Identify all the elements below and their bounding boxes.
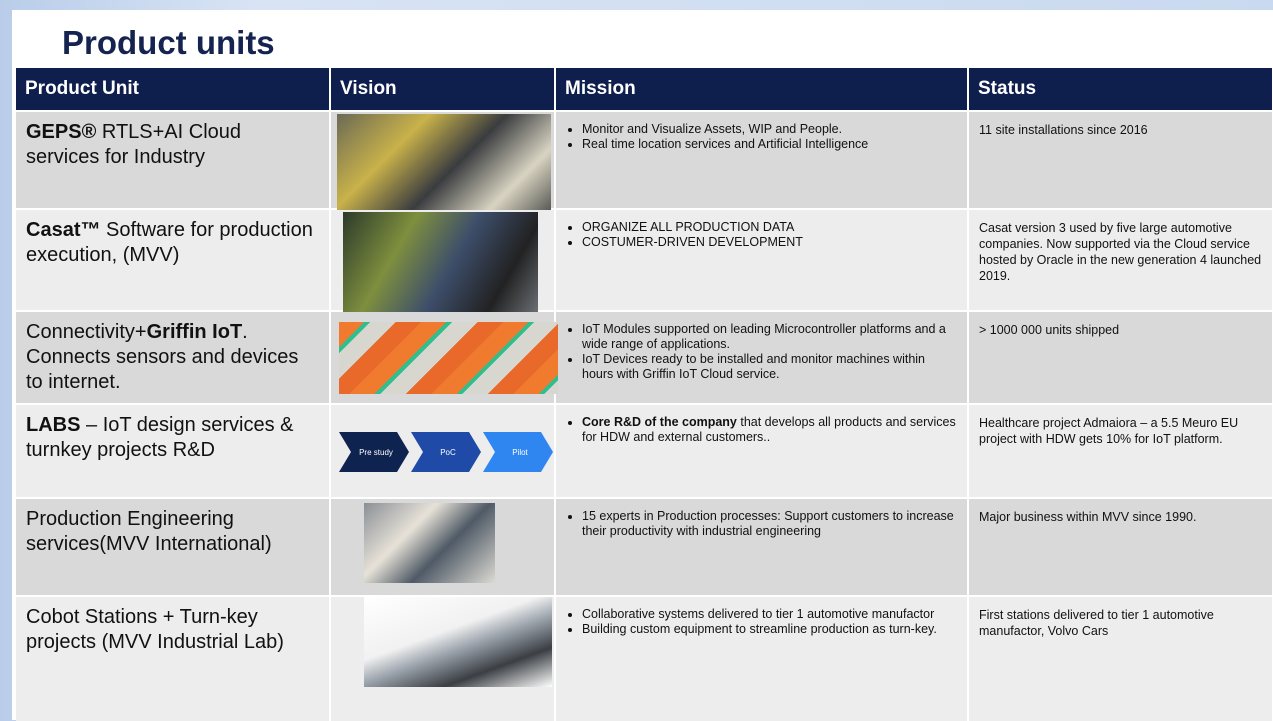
mission-cell: ORGANIZE ALL PRODUCTION DATACOSTUMER-DRI… [555,208,969,311]
unit-text: Software for production execution, (MVV) [26,219,313,266]
product-table: Product Unit Vision Mission Status GEPS® RT… [16,68,1273,721]
mission-text: that develops all products and services … [582,415,956,444]
process-chevrons: Pre study PoC Pilot [339,432,553,472]
product-unit-cell: GEPS® RTLS+AI Cloud services for Industr… [16,110,331,209]
table-row: Connectivity+Griffin IoT. Connects senso… [16,310,1273,404]
vision-cell [330,208,556,312]
status-cell: Casat version 3 used by five large autom… [968,208,1273,311]
unit-text: . Connects sensors and devices to intern… [26,321,299,393]
vision-photo [339,322,558,394]
mission-bullet: Core R&D of the company that develops al… [582,415,959,445]
mission-bold: Core R&D of the company [582,415,737,429]
status-cell: > 1000 000 units shipped [968,310,1273,404]
mission-bullet: ORGANIZE ALL PRODUCTION DATA [582,220,959,235]
column-header: Status [968,68,1273,111]
unit-name-bold: GEPS® [26,121,97,143]
unit-text: – IoT design services & turnkey projects… [26,414,294,461]
product-unit-cell: Casat™ Software for production execution… [16,208,331,311]
unit-name-bold: Casat™ [26,219,101,241]
unit-text: Cobot Stations + Turn-key projects (MVV … [26,606,284,653]
slide-title: Product units [62,24,275,61]
table-body: GEPS® RTLS+AI Cloud services for Industr… [16,110,1273,721]
vision-cell [330,595,556,721]
mission-bullet: Monitor and Visualize Assets, WIP and Pe… [582,122,959,137]
vision-photo [364,503,495,583]
mission-list: 15 experts in Production processes: Supp… [564,509,959,539]
mission-bullet: IoT Modules supported on leading Microco… [582,322,959,352]
mission-bullet: Collaborative systems delivered to tier … [582,607,959,622]
column-header: Mission [555,68,969,111]
vision-photo [337,114,551,210]
column-header: Vision [330,68,556,111]
vision-cell: Pre study PoC Pilot [330,403,556,498]
header-row: Product Unit Vision Mission Status [16,68,1273,111]
mission-cell: 15 experts in Production processes: Supp… [555,497,969,596]
unit-name-bold: LABS [26,414,81,436]
product-unit-cell: Cobot Stations + Turn-key projects (MVV … [16,595,331,721]
mission-list: ORGANIZE ALL PRODUCTION DATACOSTUMER-DRI… [564,220,959,250]
unit-name-bold: Griffin IoT [146,321,243,343]
mission-list: Core R&D of the company that develops al… [564,415,959,445]
chevron-label: Pilot [512,448,528,457]
unit-text: Production Engineering services(MVV Inte… [26,508,272,555]
product-unit-cell: LABS – IoT design services & turnkey pro… [16,403,331,498]
chevron-label: PoC [440,448,456,457]
table-row: LABS – IoT design services & turnkey pro… [16,403,1273,498]
chevron [339,432,409,472]
unit-text: Connectivity+ [26,321,147,343]
table-row: GEPS® RTLS+AI Cloud services for Industr… [16,110,1273,210]
mission-list: IoT Modules supported on leading Microco… [564,322,959,382]
product-unit-cell: Connectivity+Griffin IoT. Connects senso… [16,310,331,404]
mission-bullet: 15 experts in Production processes: Supp… [582,509,959,539]
status-cell: Healthcare project Admaiora – a 5.5 Meur… [968,403,1273,498]
mission-bullet: Real time location services and Artifici… [582,137,959,152]
vision-cell [330,310,558,404]
mission-bullet: COSTUMER-DRIVEN DEVELOPMENT [582,235,959,250]
status-cell: 11 site installations since 2016 [968,110,1273,209]
mission-bullet: Building custom equipment to streamline … [582,622,959,637]
status-cell: First stations delivered to tier 1 autom… [968,595,1273,721]
mission-list: Monitor and Visualize Assets, WIP and Pe… [564,122,959,152]
mission-bullet: IoT Devices ready to be installed and mo… [582,352,959,382]
chevron-label: Pre study [359,448,393,457]
chevron [411,432,481,472]
mission-cell: Collaborative systems delivered to tier … [555,595,969,721]
column-header: Product Unit [16,68,331,111]
unit-text: RTLS+AI Cloud services for Industry [26,121,242,168]
vision-photo [343,212,538,312]
table-row: Casat™ Software for production execution… [16,208,1273,312]
mission-cell: IoT Modules supported on leading Microco… [555,310,969,404]
slide: Product units Product Unit Vision Mission S… [12,10,1273,721]
status-cell: Major business within MVV since 1990. [968,497,1273,596]
table-row: Production Engineering services(MVV Inte… [16,497,1273,596]
vision-photo [364,597,552,687]
table-row: Cobot Stations + Turn-key projects (MVV … [16,595,1273,721]
chevron [483,432,553,472]
vision-cell [330,497,556,596]
mission-cell: Monitor and Visualize Assets, WIP and Pe… [555,110,969,209]
vision-cell [330,110,556,210]
mission-cell: Core R&D of the company that develops al… [555,403,969,498]
product-unit-cell: Production Engineering services(MVV Inte… [16,497,331,596]
mission-list: Collaborative systems delivered to tier … [564,607,959,637]
